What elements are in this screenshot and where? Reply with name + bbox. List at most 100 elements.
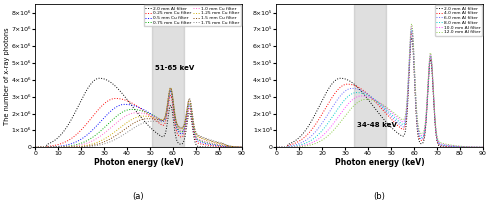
1.75 mm Cu filter [118, 135, 124, 138]
0.25 mm Cu filter [32, 146, 38, 148]
Line: 6.0 mm Al filter: 6.0 mm Al filter [276, 31, 483, 147]
8.0 mm Al filter [273, 146, 279, 148]
2.0 mm Al filter [44, 143, 50, 146]
1.75 mm Cu filter [168, 87, 174, 90]
0.25 mm Cu filter [239, 146, 245, 148]
1.75 mm Cu filter [173, 121, 179, 123]
8.0 mm Al filter [357, 92, 363, 94]
10.0 mm Al filter [285, 146, 291, 148]
6.0 mm Al filter [409, 29, 414, 32]
0.75 mm Cu filter [173, 124, 179, 126]
Bar [355, 4, 386, 147]
2.0 mm Al filter [173, 138, 179, 140]
12.0 mm Al filter [273, 146, 279, 148]
Line: 1.0 mm Cu filter: 1.0 mm Cu filter [35, 89, 242, 147]
0.5 mm Cu filter [239, 146, 245, 148]
2.0 mm Al filter [109, 82, 115, 85]
12.0 mm Al filter [409, 23, 414, 25]
1.75 mm Cu filter [32, 146, 38, 148]
4.0 mm Al filter [480, 146, 486, 148]
4.0 mm Al filter [317, 116, 323, 118]
6.0 mm Al filter [414, 124, 420, 127]
8.0 mm Al filter [285, 145, 291, 148]
8.0 mm Al filter [351, 92, 356, 94]
6.0 mm Al filter [351, 87, 356, 90]
6.0 mm Al filter [273, 146, 279, 148]
4.0 mm Al filter [409, 31, 414, 34]
Line: 8.0 mm Al filter: 8.0 mm Al filter [276, 29, 483, 147]
8.0 mm Al filter [414, 122, 420, 125]
10.0 mm Al filter [317, 136, 323, 139]
0.75 mm Cu filter [44, 146, 50, 148]
4.0 mm Al filter [357, 87, 363, 90]
Line: 2.0 mm Al filter: 2.0 mm Al filter [35, 78, 242, 147]
1.25 mm Cu filter [77, 145, 82, 148]
Title: (a): (a) [133, 192, 144, 201]
1.0 mm Cu filter [32, 146, 38, 148]
1.5 mm Cu filter [239, 146, 245, 148]
Legend: 2.0 mm Al filter, 0.25 mm Cu filter, 0.5 mm Cu filter, 0.75 mm Cu filter, 1.0 mm: 2.0 mm Al filter, 0.25 mm Cu filter, 0.5… [143, 5, 241, 26]
1.75 mm Cu filter [239, 146, 245, 148]
1.25 mm Cu filter [116, 127, 122, 130]
2.0 mm Al filter [239, 146, 245, 148]
0.75 mm Cu filter [32, 146, 38, 148]
1.0 mm Cu filter [44, 146, 50, 148]
Y-axis label: The number of x-ray photons: The number of x-ray photons [4, 27, 10, 125]
1.5 mm Cu filter [168, 86, 174, 89]
12.0 mm Al filter [351, 105, 356, 107]
2.0 mm Al filter [357, 89, 363, 92]
Line: 1.25 mm Cu filter: 1.25 mm Cu filter [35, 88, 242, 147]
Line: 10.0 mm Al filter: 10.0 mm Al filter [276, 26, 483, 147]
Line: 0.25 mm Cu filter: 0.25 mm Cu filter [35, 95, 242, 147]
2.0 mm Al filter [351, 82, 356, 85]
0.5 mm Cu filter [32, 146, 38, 148]
0.25 mm Cu filter [167, 94, 173, 97]
1.0 mm Cu filter [239, 146, 245, 148]
8.0 mm Al filter [317, 131, 323, 134]
8.0 mm Al filter [358, 92, 364, 94]
2.0 mm Al filter [273, 146, 279, 148]
10.0 mm Al filter [351, 98, 356, 100]
0.5 mm Cu filter [109, 108, 115, 111]
2.0 mm Al filter [285, 143, 291, 146]
10.0 mm Al filter [409, 25, 414, 27]
Line: 2.0 mm Al filter: 2.0 mm Al filter [276, 38, 483, 147]
2.0 mm Al filter [317, 103, 323, 105]
2.0 mm Al filter [77, 103, 82, 105]
Line: 0.75 mm Cu filter: 0.75 mm Cu filter [35, 90, 242, 147]
12.0 mm Al filter [358, 99, 364, 101]
1.5 mm Cu filter [77, 145, 82, 148]
1.5 mm Cu filter [118, 131, 124, 134]
0.25 mm Cu filter [118, 98, 124, 100]
4.0 mm Al filter [351, 84, 356, 86]
1.25 mm Cu filter [167, 86, 173, 89]
6.0 mm Al filter [358, 89, 364, 92]
Line: 0.5 mm Cu filter: 0.5 mm Cu filter [35, 92, 242, 147]
0.5 mm Cu filter [173, 126, 179, 128]
0.5 mm Cu filter [77, 139, 82, 142]
0.5 mm Cu filter [44, 146, 50, 148]
0.75 mm Cu filter [77, 142, 82, 145]
0.75 mm Cu filter [118, 112, 124, 115]
1.25 mm Cu filter [109, 132, 115, 135]
6.0 mm Al filter [480, 146, 486, 148]
0.75 mm Cu filter [109, 118, 115, 121]
12.0 mm Al filter [480, 146, 486, 148]
0.25 mm Cu filter [109, 98, 115, 100]
6.0 mm Al filter [317, 124, 323, 127]
1.75 mm Cu filter [44, 146, 50, 148]
10.0 mm Al filter [414, 120, 420, 123]
0.25 mm Cu filter [116, 98, 122, 100]
1.25 mm Cu filter [173, 121, 179, 124]
0.25 mm Cu filter [77, 131, 82, 133]
10.0 mm Al filter [273, 146, 279, 148]
12.0 mm Al filter [357, 99, 363, 102]
1.5 mm Cu filter [173, 121, 179, 123]
X-axis label: Photon energy (keV): Photon energy (keV) [94, 158, 183, 167]
4.0 mm Al filter [358, 88, 364, 91]
4.0 mm Al filter [285, 144, 291, 147]
1.0 mm Cu filter [116, 119, 122, 122]
1.0 mm Cu filter [77, 144, 82, 147]
8.0 mm Al filter [480, 146, 486, 148]
1.0 mm Cu filter [167, 88, 173, 90]
